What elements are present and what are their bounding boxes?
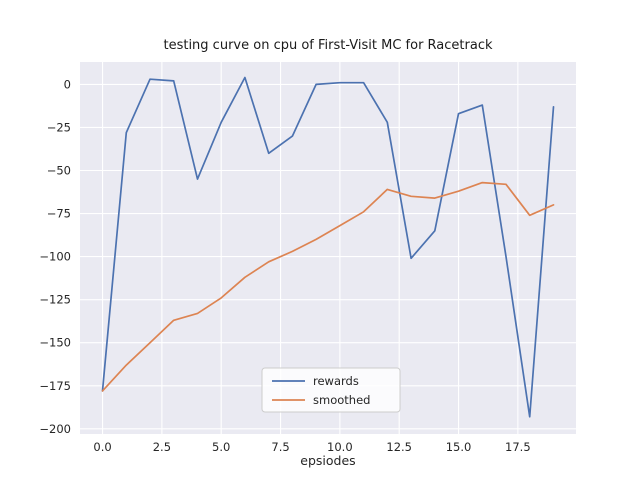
y-tick-label: −50: [47, 164, 71, 178]
y-tick-label: −75: [47, 207, 71, 221]
x-tick-label: 7.5: [271, 440, 289, 454]
legend-label-rewards: rewards: [313, 374, 359, 388]
series-line-smoothed: [101, 181, 555, 392]
x-tick-label: 0.0: [93, 440, 111, 454]
x-tick-label: 17.5: [505, 440, 531, 454]
legend-box: [261, 367, 401, 413]
x-tick-label: 12.5: [386, 440, 412, 454]
x-tick-label: 15.0: [446, 440, 472, 454]
y-tick-label: −200: [39, 422, 71, 436]
x-tick-label: 10.0: [327, 440, 353, 454]
y-tick-label: −125: [39, 293, 71, 307]
y-tick-label: −175: [39, 379, 71, 393]
x-axis-label: epsiodes: [300, 453, 356, 468]
legend-label-smoothed: smoothed: [313, 393, 370, 407]
y-tick-label: −100: [39, 250, 71, 264]
x-tick-label: 2.5: [153, 440, 171, 454]
y-tick-label: −150: [39, 336, 71, 350]
y-tick-label: 0: [64, 77, 71, 91]
x-tick-label: 5.0: [212, 440, 230, 454]
y-tick-label: −25: [47, 120, 71, 134]
chart-title: testing curve on cpu of First-Visit MC f…: [163, 38, 493, 53]
series-line-rewards: [101, 76, 555, 418]
